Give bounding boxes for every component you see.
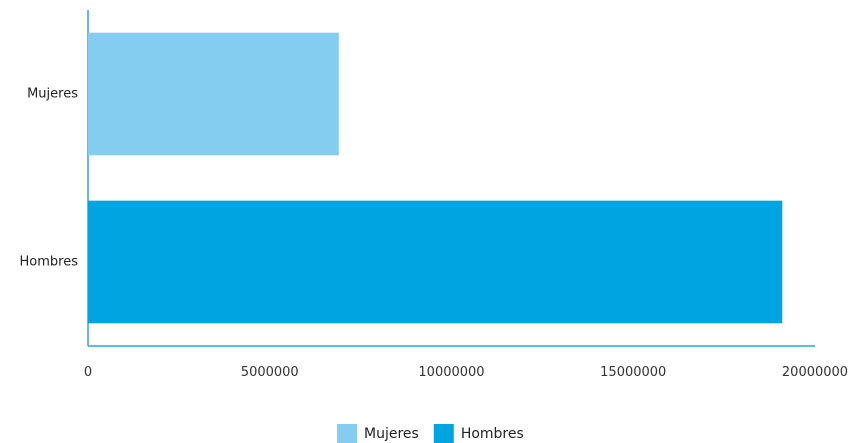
category-labels: Mujeres Hombres [20,87,79,270]
x-tick-label: 0 [84,365,92,380]
x-tick-label: 10000000 [418,365,484,380]
bar-hombres [88,200,783,324]
x-tick-label: 15000000 [600,365,666,380]
bars-group [88,32,783,324]
legend-swatch-mujeres [337,424,357,443]
category-label-hombres: Hombres [20,255,79,270]
legend: Mujeres Hombres [337,424,524,443]
legend-label-hombres: Hombres [461,426,524,442]
bar-mujeres [88,32,339,156]
category-label-mujeres: Mujeres [27,87,78,102]
legend-label-mujeres: Mujeres [364,426,419,442]
x-tick-label: 5000000 [241,365,299,380]
x-tick-labels: 0 5000000 10000000 15000000 20000000 [84,365,848,380]
legend-swatch-hombres [433,424,454,443]
x-tick-label: 20000000 [782,365,848,380]
